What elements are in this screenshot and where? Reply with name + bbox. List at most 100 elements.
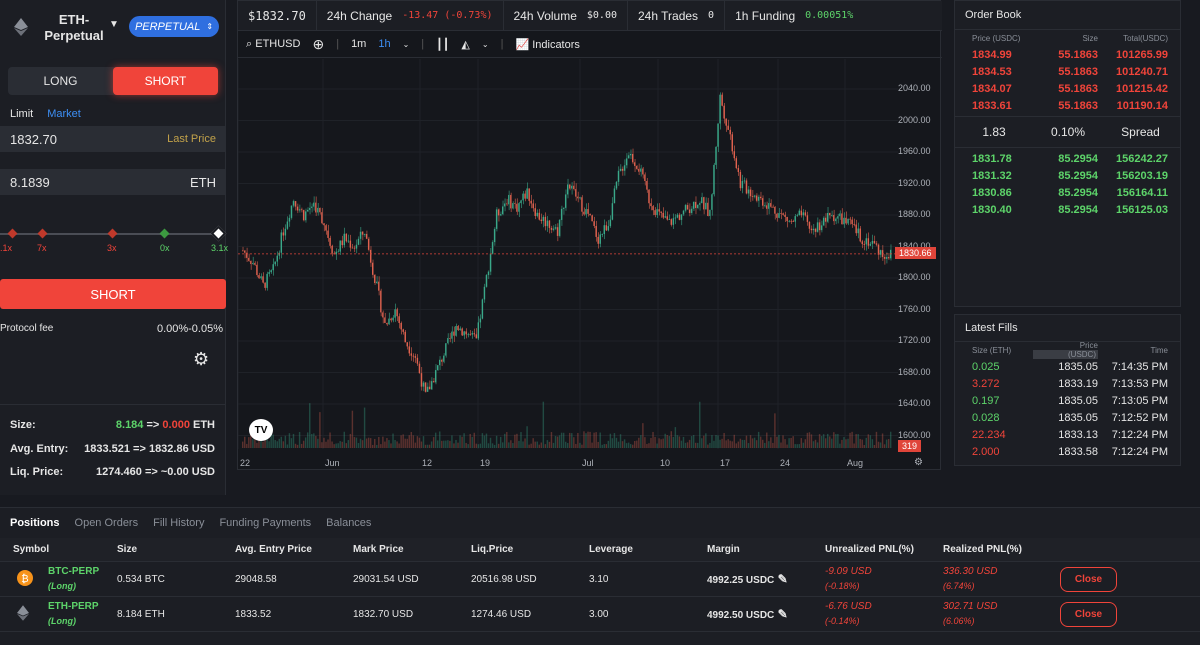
tab-funding-payments[interactable]: Funding Payments: [219, 517, 312, 529]
price-chart[interactable]: [238, 59, 898, 449]
candle: [382, 312, 384, 318]
close-position-button[interactable]: Close: [1060, 566, 1117, 592]
area-chart-icon[interactable]: ◭: [461, 38, 470, 51]
chevron-down-icon[interactable]: ▼: [109, 19, 119, 30]
col-header: Symbol: [13, 544, 50, 555]
candle: [380, 290, 382, 313]
candle: [424, 382, 427, 392]
volume-bar: [552, 442, 555, 448]
volume-bar: [372, 444, 374, 448]
candle: [254, 262, 256, 265]
chevron-down-icon[interactable]: ⌄: [481, 39, 489, 49]
volume-bar: [877, 441, 880, 448]
size-input[interactable]: 8.1839 ETH: [0, 169, 226, 195]
edit-icon[interactable]: ✎: [774, 572, 788, 586]
candle: [668, 219, 670, 220]
volume-bar: [629, 444, 632, 448]
candle: [831, 215, 833, 216]
price-input[interactable]: 1832.70 Last Price: [0, 126, 226, 152]
tab-open-orders[interactable]: Open Orders: [74, 517, 139, 529]
gear-icon[interactable]: ⚙: [193, 349, 210, 369]
ask-row[interactable]: 1833.61 55.1863 101190.14: [955, 97, 1180, 114]
volume-bar: [885, 439, 888, 448]
bid-row[interactable]: 1831.78 85.2954 156242.27: [955, 150, 1180, 167]
bid-row[interactable]: 1830.86 85.2954 156164.11: [955, 184, 1180, 201]
volume-bar: [762, 439, 764, 448]
candle: [264, 282, 266, 288]
candle: [414, 356, 417, 358]
liq-label: Liq. Price:: [10, 466, 64, 478]
volume-bar: [688, 439, 691, 448]
volume-bar: [810, 434, 813, 448]
market-selector[interactable]: ETH- Perpetual: [40, 12, 108, 44]
size-value: 8.1839: [10, 174, 50, 190]
symbol-cell[interactable]: BTC-PERP (Long): [48, 565, 99, 593]
candle: [607, 226, 610, 231]
candle: [770, 203, 772, 207]
volume-bar: [376, 444, 378, 448]
search-icon: ⌕: [246, 37, 253, 50]
y-tick-label: 1760.00: [898, 303, 931, 314]
margin-value: 4992.25 USDC: [707, 575, 775, 586]
candle: [711, 194, 713, 210]
volume-bar: [333, 444, 335, 448]
size-label: Size:: [10, 419, 36, 431]
candle: [518, 203, 520, 212]
slider-handle[interactable]: [210, 225, 227, 242]
volume-bar: [829, 436, 831, 448]
candle: [735, 158, 738, 169]
volume-bar: [506, 431, 508, 448]
chevron-down-icon[interactable]: ⌄: [402, 39, 410, 49]
indicators-button[interactable]: 📈 Indicators: [515, 38, 579, 51]
volume-bar: [315, 435, 317, 448]
volume-bar: [654, 436, 656, 448]
volume-bar: [627, 442, 630, 448]
bid-size: 85.2954: [1058, 169, 1098, 182]
volume-bar: [697, 442, 699, 448]
long-button[interactable]: LONG: [43, 74, 78, 88]
timeframe-1m[interactable]: 1m: [351, 38, 367, 50]
volume-bar: [528, 444, 530, 448]
volume-bar: [887, 439, 890, 448]
short-toggle-button[interactable]: SHORT: [113, 67, 218, 95]
settings-icon[interactable]: ⚙: [914, 457, 923, 468]
tab-fill-history[interactable]: Fill History: [153, 517, 205, 529]
tab-market[interactable]: Market: [47, 108, 81, 120]
close-position-button[interactable]: Close: [1060, 601, 1117, 627]
tab-balances[interactable]: Balances: [326, 517, 372, 529]
candle: [603, 225, 605, 235]
col-header: Mark Price: [353, 544, 404, 555]
candle: [788, 220, 790, 222]
bid-row[interactable]: 1831.32 85.2954 156203.19: [955, 167, 1180, 184]
ask-row[interactable]: 1834.53 55.1863 101240.71: [955, 63, 1180, 80]
candle: [497, 209, 500, 216]
candle: [341, 240, 343, 246]
bid-row[interactable]: 1830.40 85.2954 156125.03: [955, 201, 1180, 218]
tradingview-logo-icon[interactable]: TV: [249, 419, 273, 441]
volume-bar: [248, 437, 250, 448]
cell-liq: 1274.46 USD: [471, 608, 532, 620]
volume-bar: [798, 444, 800, 448]
add-compare-icon[interactable]: ⊕: [312, 35, 325, 52]
candle: [625, 158, 628, 166]
symbol-search[interactable]: ⌕ ETHUSD: [246, 38, 300, 51]
short-submit-button[interactable]: SHORT: [0, 279, 226, 309]
candle: [717, 123, 719, 147]
candle-style-icon[interactable]: ┃┃: [436, 38, 450, 51]
tab-positions[interactable]: Positions: [10, 517, 60, 529]
ask-row[interactable]: 1834.99 55.1863 101265.99: [955, 46, 1180, 63]
symbol-cell[interactable]: ETH-PERP (Long): [48, 600, 99, 628]
market-type-selector[interactable]: PERPETUAL ⇕: [129, 16, 219, 37]
candle: [355, 244, 358, 249]
candle: [430, 381, 433, 390]
timeframe-1h[interactable]: 1h: [378, 38, 391, 50]
volume-bar: [599, 432, 601, 448]
volume-bar: [518, 440, 520, 448]
volume-bar: [562, 432, 565, 448]
edit-icon[interactable]: ✎: [774, 607, 788, 621]
candle: [292, 201, 295, 206]
volume-bar: [875, 431, 878, 448]
ask-row[interactable]: 1834.07 55.1863 101215.42: [955, 80, 1180, 97]
candle: [883, 256, 886, 259]
tab-limit[interactable]: Limit: [10, 108, 34, 120]
